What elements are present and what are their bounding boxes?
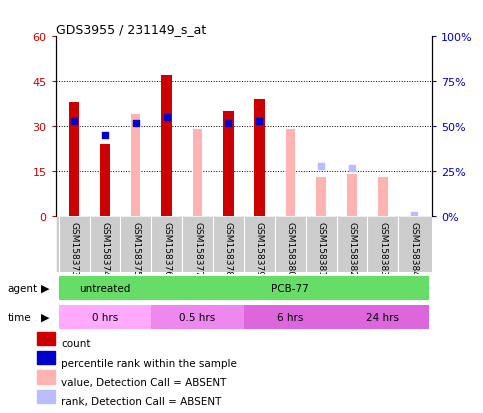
Text: agent: agent — [7, 283, 37, 293]
Text: GSM158379: GSM158379 — [255, 221, 264, 276]
Point — [132, 120, 140, 127]
Text: 0.5 hrs: 0.5 hrs — [180, 312, 216, 322]
Text: GSM158384: GSM158384 — [409, 221, 418, 276]
Text: GSM158374: GSM158374 — [100, 221, 110, 276]
Text: GSM158376: GSM158376 — [162, 221, 171, 276]
Text: GSM158383: GSM158383 — [378, 221, 387, 276]
Text: GSM158382: GSM158382 — [347, 221, 356, 276]
Text: PCB-77: PCB-77 — [271, 283, 309, 293]
Text: 0 hrs: 0 hrs — [92, 312, 118, 322]
Text: time: time — [7, 312, 31, 322]
Text: ▶: ▶ — [41, 283, 50, 293]
Text: ▶: ▶ — [41, 312, 50, 322]
Point — [317, 163, 325, 170]
Point — [101, 133, 109, 139]
Text: value, Detection Call = ABSENT: value, Detection Call = ABSENT — [61, 377, 227, 387]
Bar — [37, 332, 55, 345]
Text: GSM158381: GSM158381 — [317, 221, 326, 276]
Bar — [378, 178, 387, 217]
Point — [163, 115, 170, 121]
Bar — [193, 130, 202, 217]
Bar — [223, 112, 234, 217]
Bar — [337, 305, 429, 329]
Bar — [151, 305, 244, 329]
Text: GDS3955 / 231149_s_at: GDS3955 / 231149_s_at — [56, 23, 206, 36]
Bar — [285, 130, 295, 217]
Text: GSM158380: GSM158380 — [286, 221, 295, 276]
Text: untreated: untreated — [79, 283, 130, 293]
Text: GSM158378: GSM158378 — [224, 221, 233, 276]
Text: 6 hrs: 6 hrs — [277, 312, 303, 322]
Bar — [69, 103, 80, 217]
Text: GSM158377: GSM158377 — [193, 221, 202, 276]
Bar — [37, 370, 55, 384]
Text: 24 hrs: 24 hrs — [367, 312, 399, 322]
Point — [410, 212, 418, 218]
Bar — [58, 305, 151, 329]
Text: GSM158373: GSM158373 — [70, 221, 79, 276]
Text: percentile rank within the sample: percentile rank within the sample — [61, 358, 237, 368]
Bar — [58, 276, 151, 300]
Bar — [347, 175, 356, 217]
Bar — [131, 115, 141, 217]
Text: GSM158375: GSM158375 — [131, 221, 141, 276]
Point — [348, 165, 356, 172]
Point — [225, 120, 232, 127]
Bar — [37, 351, 55, 365]
Text: count: count — [61, 339, 91, 349]
Bar — [316, 178, 326, 217]
Bar — [254, 100, 265, 217]
Bar — [151, 276, 429, 300]
Bar — [99, 145, 110, 217]
Bar — [37, 390, 55, 403]
Text: rank, Detection Call = ABSENT: rank, Detection Call = ABSENT — [61, 396, 222, 406]
Point — [256, 118, 263, 125]
Point — [70, 118, 78, 125]
Bar — [161, 76, 172, 217]
Bar — [244, 305, 337, 329]
